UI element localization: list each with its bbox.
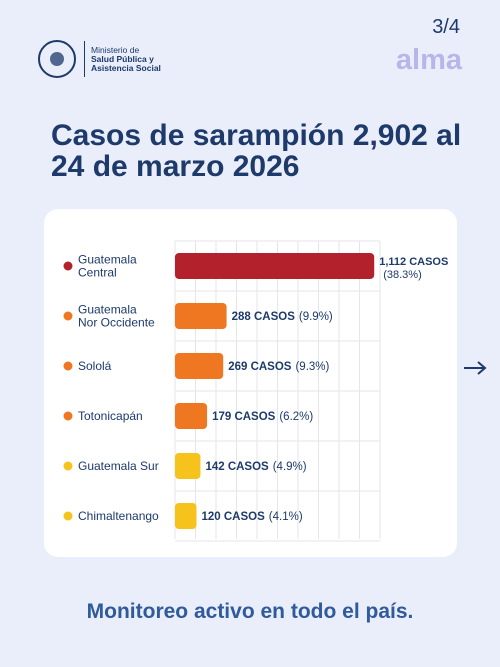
category-dot	[63, 511, 73, 521]
bar	[175, 503, 197, 529]
value-label: 179 CASOS	[212, 411, 276, 423]
footer-text: Monitoreo activo en todo el país.	[86, 600, 414, 623]
value-label: 120 CASOS	[202, 511, 266, 523]
ministry-logo: Ministerio de Salud Pública y Asistencia…	[38, 40, 161, 78]
bar	[175, 253, 375, 279]
ministry-name: Ministerio de Salud Pública y Asistencia…	[91, 44, 161, 73]
arrow-right-icon[interactable]	[463, 358, 489, 378]
bar	[175, 453, 201, 479]
value-label: 288 CASOS	[232, 311, 296, 323]
category-dot	[63, 361, 73, 371]
page-title: Casos de sarampión 2,902 al 24 de marzo …	[51, 119, 462, 183]
category-label: Central	[78, 266, 117, 280]
category-label: Sololá	[78, 359, 112, 373]
guatemala-seal-icon	[38, 40, 76, 78]
category-dot	[63, 461, 73, 471]
percent-label: (9.9%)	[299, 311, 333, 323]
bar	[175, 353, 224, 379]
value-label: 269 CASOS	[228, 361, 292, 373]
page-indicator: 3/4	[432, 16, 460, 38]
category-label: Guatemala	[78, 303, 137, 317]
category-label: Nor Occidente	[78, 316, 155, 330]
bar	[175, 403, 208, 429]
category-label: Totonicapán	[78, 409, 143, 423]
category-dot	[63, 411, 73, 421]
bar	[175, 303, 227, 329]
category-dot	[63, 311, 73, 321]
value-label: 1,112 CASOS	[379, 256, 448, 268]
value-label: 142 CASOS	[205, 461, 269, 473]
percent-label: (38.3%)	[383, 269, 422, 281]
logo-divider	[84, 41, 85, 77]
ministry-line-1: Ministerio de	[91, 44, 140, 55]
percent-label: (9.3%)	[295, 361, 329, 373]
percent-label: (4.9%)	[273, 461, 307, 473]
ministry-line-2: Salud Pública y Asistencia Social	[91, 53, 161, 73]
category-label: Chimaltenango	[78, 509, 159, 523]
category-dot	[63, 261, 73, 271]
category-label: Guatemala Sur	[78, 459, 159, 473]
percent-label: (6.2%)	[279, 411, 313, 423]
percent-label: (4.1%)	[269, 511, 303, 523]
category-label: Guatemala	[78, 253, 137, 267]
chart-card: Guatemala Central 1,112 CASOS (38.3%) Guatem…	[44, 209, 457, 557]
brand-logo: alma	[395, 44, 462, 76]
